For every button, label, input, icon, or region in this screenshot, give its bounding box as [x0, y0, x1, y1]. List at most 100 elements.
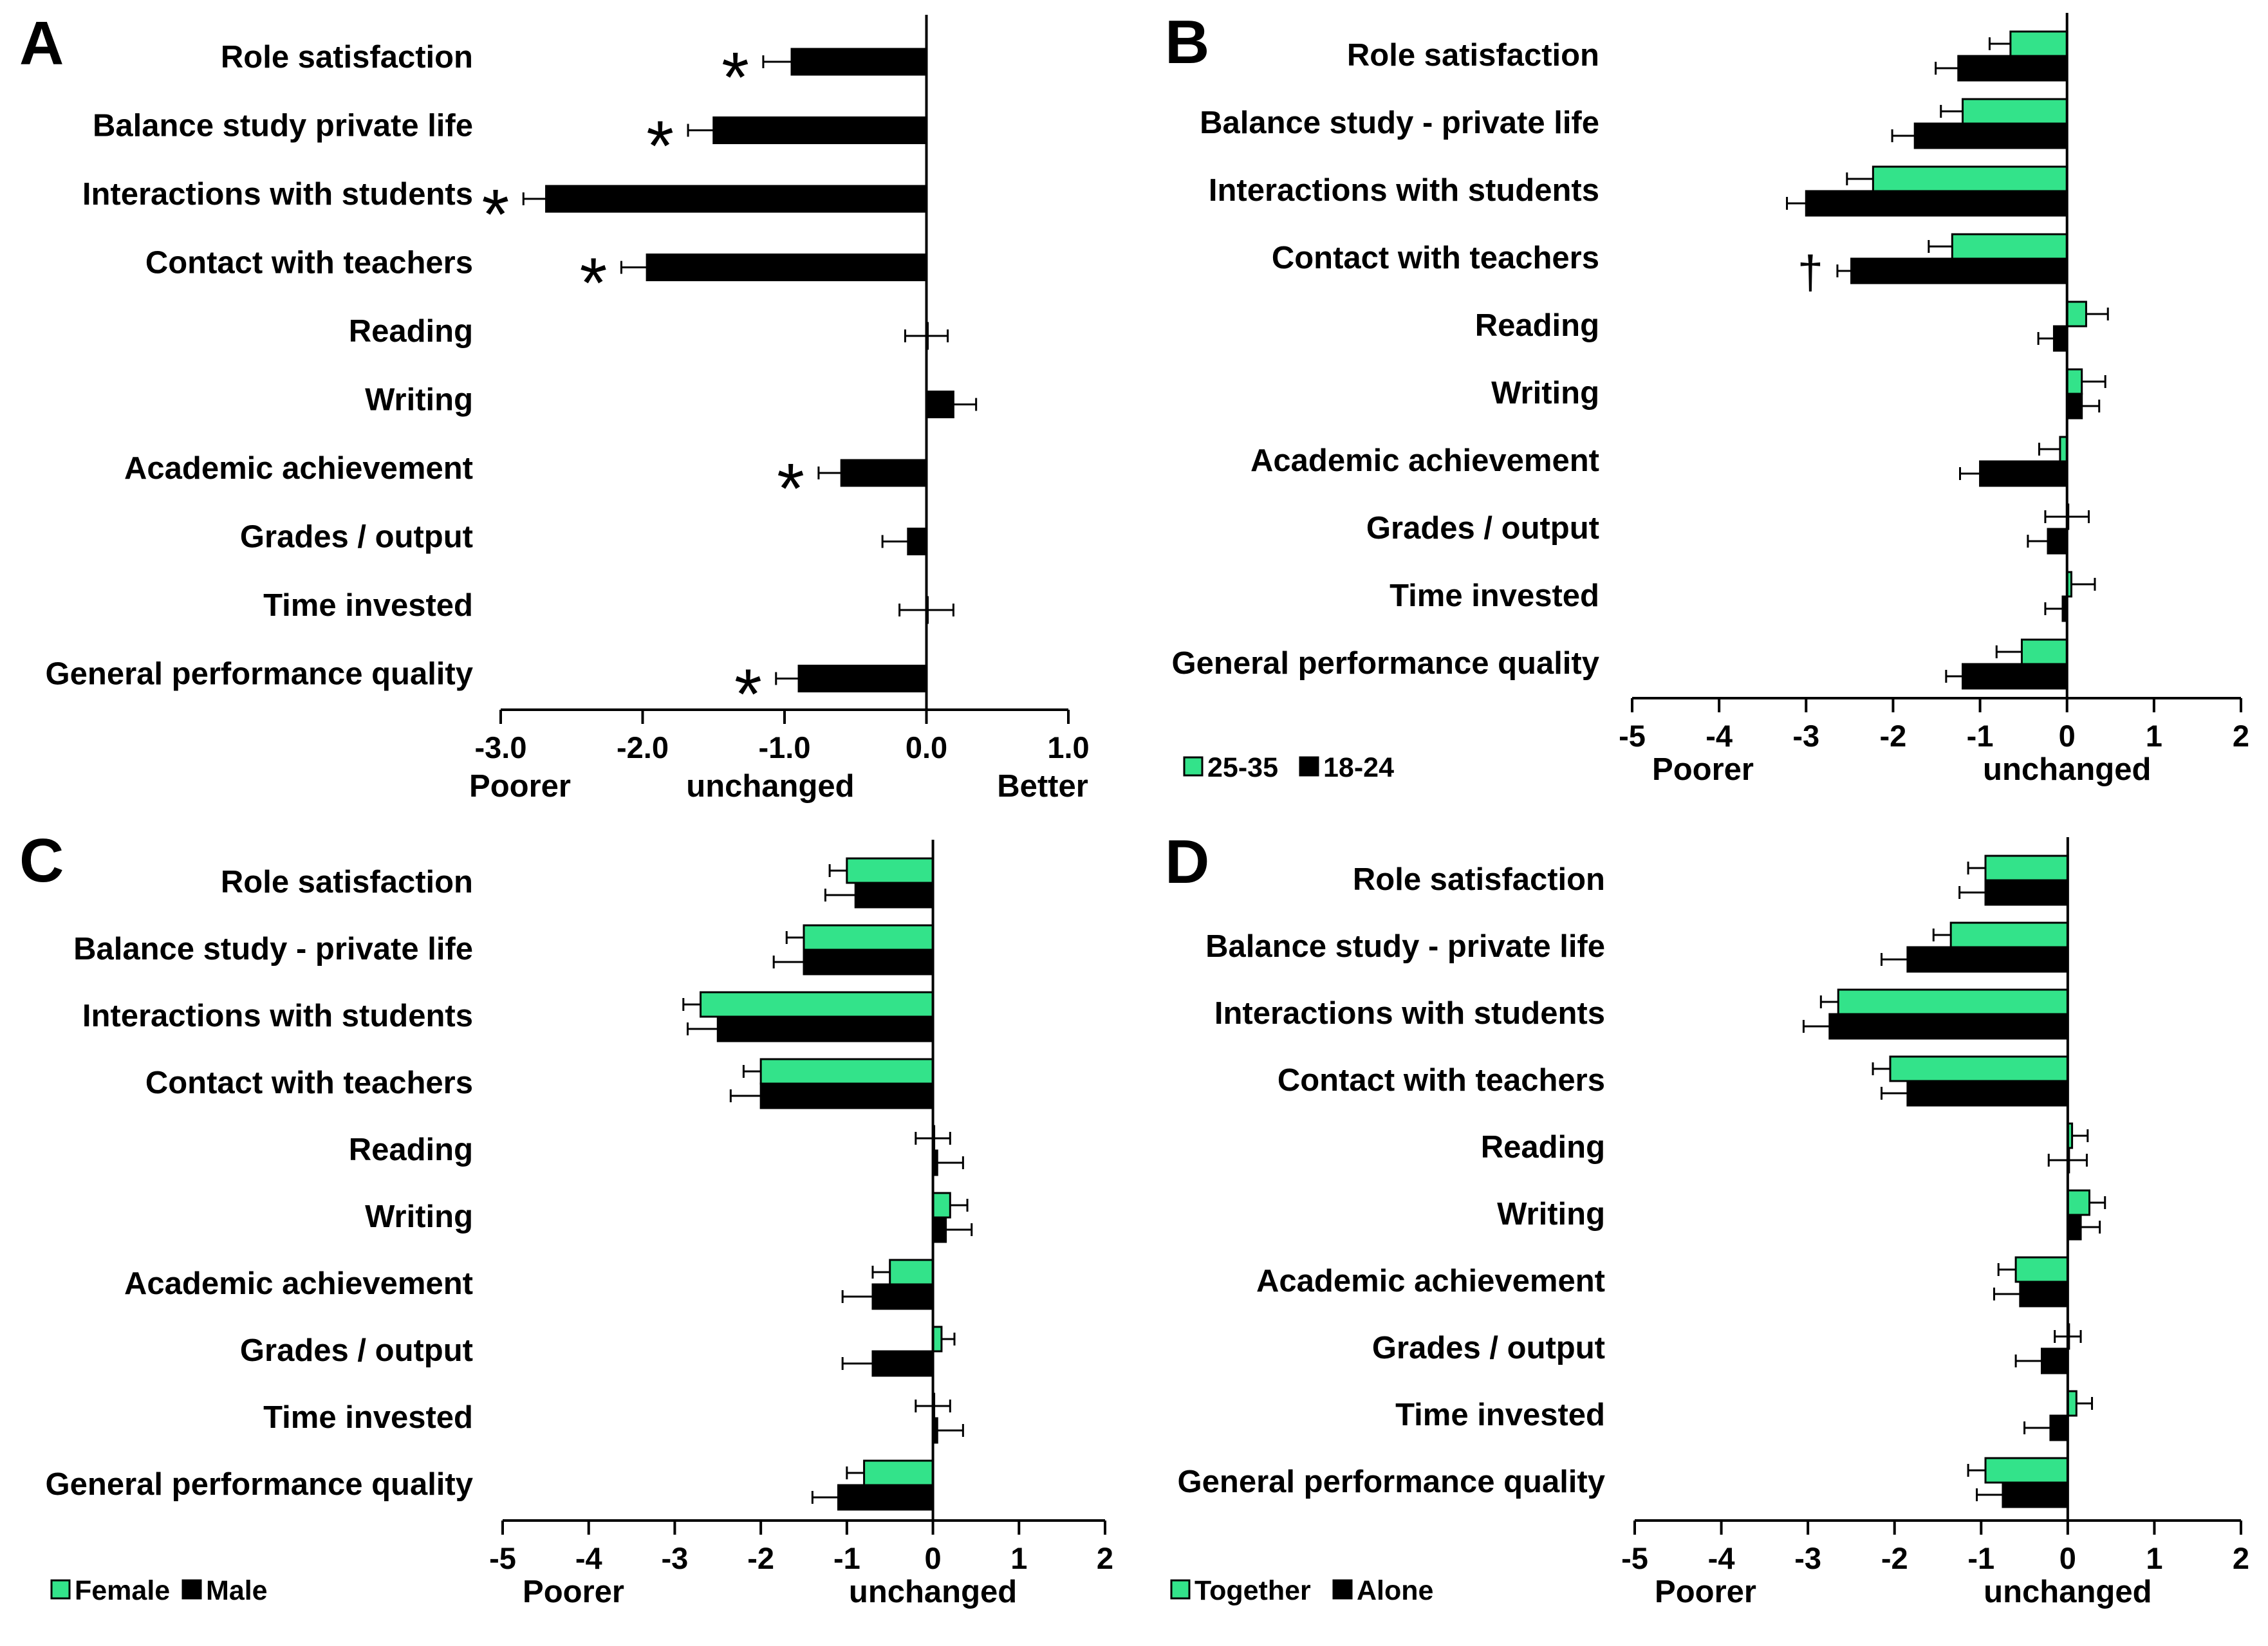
category-label-general-performance-quality: General performance quality [1172, 646, 1599, 681]
category-label-grades-output: Grades / output [1372, 1331, 1605, 1365]
x-tick-label: -3 [662, 1541, 689, 1575]
category-label-role-satisfaction: Role satisfaction [221, 40, 473, 75]
x-tick-label: 0.0 [906, 730, 947, 764]
bar-interactions-with-students [545, 185, 927, 213]
bar-male-role-satisfaction [854, 882, 934, 909]
bar-writing [925, 391, 954, 418]
bar-alone-academic-achievement [2019, 1281, 2069, 1308]
x-label-poorer: Poorer [523, 1575, 624, 1609]
legend-label-alone: Alone [1357, 1575, 1433, 1606]
category-label-time-invested: Time invested [263, 588, 473, 623]
bar-together-balance-study-private-life [1949, 921, 2069, 948]
category-label-interactions-with-students: Interactions with students [82, 177, 473, 212]
bar-together-role-satisfaction [1984, 855, 2069, 882]
bar-together-interactions-with-students [1837, 988, 2069, 1015]
category-label-balance-study-private-life: Balance study - private life [73, 932, 473, 966]
legend-swatch-male [181, 1579, 202, 1600]
category-label-role-satisfaction: Role satisfaction [221, 865, 473, 900]
x-tick-label: 2 [2233, 719, 2249, 753]
x-tick-label: -2.0 [617, 730, 669, 764]
bar-female-balance-study-private-life [803, 924, 934, 951]
x-tick-label: -4 [1708, 1541, 1735, 1575]
bar-alone-role-satisfaction [1984, 879, 2069, 906]
x-label-poorer: Poorer [1655, 1575, 1756, 1609]
bar-together-writing [2067, 1189, 2091, 1216]
legend-swatch-25-35 [1183, 756, 1204, 777]
x-label-poorer: Poorer [1652, 752, 1754, 787]
x-label-better: Better [997, 769, 1088, 804]
category-label-reading: Reading [349, 1133, 473, 1167]
bar-female-general-performance-quality [863, 1459, 934, 1486]
category-label-grades-output: Grades / output [240, 520, 473, 555]
bar-male-grades-output [871, 1350, 934, 1377]
bar-grades-output [907, 528, 927, 555]
x-tick-label: -5 [1619, 719, 1646, 753]
category-label-reading: Reading [1481, 1130, 1605, 1165]
category-label-reading: Reading [1475, 308, 1599, 343]
category-label-reading: Reading [349, 314, 473, 349]
category-label-interactions-with-students: Interactions with students [82, 999, 473, 1033]
x-tick-label: -2 [747, 1541, 774, 1575]
bar-18-24-contact-with-teachers [1850, 257, 2068, 284]
bar-alone-balance-study-private-life [1906, 946, 2069, 973]
significance-marker-balance-study-private-life: * [646, 107, 674, 186]
x-tick-label: -5 [1621, 1541, 1648, 1575]
bar-male-contact-with-teachers [759, 1082, 934, 1109]
category-label-grades-output: Grades / output [1366, 511, 1599, 546]
bar-balance-study-private-life [712, 116, 927, 144]
bar-male-writing [932, 1216, 947, 1243]
x-tick-label: -1.0 [759, 730, 811, 764]
bar-18-24-writing [2066, 393, 2083, 420]
x-tick-label: 2 [2233, 1541, 2249, 1575]
bar-alone-contact-with-teachers [1906, 1080, 2069, 1107]
category-label-time-invested: Time invested [1395, 1398, 1605, 1432]
x-tick-label: 0 [925, 1541, 942, 1575]
category-label-academic-achievement: Academic achievement [1256, 1264, 1605, 1299]
category-label-grades-output: Grades / output [240, 1333, 473, 1368]
category-label-academic-achievement: Academic achievement [1250, 443, 1599, 478]
x-label-poorer: Poorer [469, 769, 571, 804]
category-label-contact-with-teachers: Contact with teachers [145, 1066, 473, 1100]
bar-contact-with-teachers [646, 254, 927, 281]
legend-label-together: Together [1194, 1575, 1311, 1606]
category-label-general-performance-quality: General performance quality [46, 657, 473, 692]
x-tick-label: 2 [1097, 1541, 1113, 1575]
bar-male-general-performance-quality [837, 1484, 934, 1511]
bar-25-35-writing [2066, 368, 2083, 395]
bar-female-academic-achievement [889, 1259, 934, 1286]
category-label-role-satisfaction: Role satisfaction [1353, 862, 1605, 897]
bar-female-contact-with-teachers [759, 1058, 934, 1085]
bar-18-24-general-performance-quality [1962, 663, 2068, 690]
panel-a: A Role satisfaction *Balance study private… [19, 9, 1090, 804]
x-tick-label: 0 [2059, 719, 2076, 753]
legend-swatch-together [1170, 1579, 1191, 1600]
category-label-writing: Writing [1497, 1197, 1605, 1232]
bar-female-interactions-with-students [700, 991, 934, 1018]
category-label-general-performance-quality: General performance quality [46, 1467, 473, 1502]
x-tick-label: -1 [1967, 1541, 1994, 1575]
bar-25-35-role-satisfaction [2009, 30, 2068, 57]
bar-male-academic-achievement [871, 1283, 934, 1310]
bar-18-24-balance-study-private-life [1913, 122, 2068, 149]
x-label-unchanged: unchanged [1983, 752, 2151, 787]
bar-together-contact-with-teachers [1889, 1055, 2069, 1082]
x-tick-label: -5 [489, 1541, 516, 1575]
legend-label-18-24: 18-24 [1323, 752, 1394, 783]
bar-25-35-interactions-with-students [1872, 165, 2068, 192]
x-label-unchanged: unchanged [686, 769, 854, 804]
x-tick-label: -3 [1794, 1541, 1821, 1575]
significance-marker-role-satisfaction: * [721, 38, 749, 117]
x-tick-label: -2 [1881, 1541, 1908, 1575]
x-tick-label: 1 [2146, 719, 2162, 753]
bar-female-writing [932, 1192, 951, 1219]
x-tick-label: -4 [575, 1541, 602, 1575]
x-tick-label: -4 [1706, 719, 1733, 753]
x-tick-label: -3 [1792, 719, 1819, 753]
bar-alone-general-performance-quality [2002, 1481, 2069, 1508]
category-label-role-satisfaction: Role satisfaction [1347, 38, 1599, 73]
significance-marker-contact-with-teachers: * [580, 244, 608, 323]
significance-marker-contact-with-teachers: † [1798, 247, 1823, 299]
x-tick-label: -1 [833, 1541, 860, 1575]
x-tick-label: 1.0 [1047, 730, 1089, 764]
